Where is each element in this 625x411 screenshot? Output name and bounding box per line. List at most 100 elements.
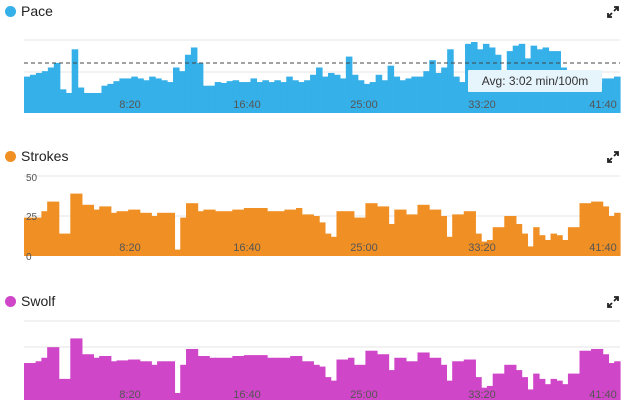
swolf-bar — [515, 370, 523, 400]
strokes-legend-dot — [5, 150, 16, 162]
strokes-bar — [243, 208, 251, 256]
strokes-bar — [521, 233, 529, 256]
strokes-bar — [197, 211, 204, 256]
pace-bar — [41, 71, 49, 113]
pace-bar — [256, 82, 263, 113]
pace-bar — [316, 67, 323, 113]
pace-bar — [393, 76, 401, 113]
swolf-bar — [29, 363, 37, 400]
strokes-bar — [214, 211, 222, 256]
strokes-bar — [608, 216, 615, 256]
x-tick-label: 25:00 — [350, 242, 378, 254]
pace-bar — [590, 78, 597, 113]
strokes-bar — [105, 206, 112, 256]
swolf-bar — [405, 361, 413, 400]
swolf-bar — [446, 380, 453, 400]
swolf-bar — [469, 359, 476, 400]
swolf-bar — [376, 354, 384, 400]
x-tick-label: 8:20 — [119, 99, 140, 111]
strokes-bar — [128, 209, 135, 256]
expand-arrows-icon[interactable] — [607, 151, 619, 163]
swolf-bar — [608, 363, 615, 400]
strokes-bar — [434, 209, 442, 256]
swolf-bar — [301, 361, 309, 400]
swolf-bar — [521, 377, 529, 400]
pace-bar — [280, 82, 287, 113]
strokes-bar — [174, 249, 181, 256]
x-tick-label: 41:40 — [589, 389, 617, 401]
pace-bar — [202, 85, 210, 113]
strokes-bar — [122, 211, 129, 256]
swolf-bar — [348, 357, 355, 400]
pace-bar — [226, 81, 234, 113]
pace-bar — [262, 80, 269, 113]
strokes-bar — [76, 193, 83, 256]
expand-arrows-icon[interactable] — [607, 6, 619, 18]
swolf-bar — [498, 373, 505, 400]
pace-bar — [268, 82, 275, 113]
pace-bar — [322, 76, 329, 113]
swolf-bar — [602, 354, 610, 400]
strokes-bar — [591, 201, 598, 256]
swolf-bar — [76, 338, 83, 400]
strokes-bar — [400, 209, 407, 256]
swolf-bar — [41, 357, 48, 400]
swolf-chart: 8:20 16:40 25:00 33:20 41:40 — [24, 320, 621, 401]
swolf-bar — [463, 359, 471, 400]
swolf-bar — [151, 364, 158, 400]
swolf-bar — [157, 361, 164, 400]
pace-bar — [24, 76, 31, 113]
strokes-bar — [116, 211, 123, 256]
pace-bar — [447, 49, 454, 113]
strokes-bar — [313, 216, 320, 256]
swolf-bar — [579, 350, 586, 400]
pace-bar — [59, 89, 67, 113]
strokes-bar — [255, 208, 262, 256]
x-tick-label: 16:40 — [233, 389, 261, 401]
pace-bar — [298, 82, 305, 113]
swolf-bar — [313, 364, 320, 400]
swolf-bar — [382, 354, 390, 400]
swolf-bar — [359, 364, 366, 400]
strokes-bar — [267, 211, 274, 256]
swolf-bar — [93, 357, 100, 400]
pace-bar — [441, 67, 448, 113]
swolf-bar — [168, 361, 176, 400]
pace-bar — [155, 78, 162, 113]
expand-arrows-icon[interactable] — [607, 296, 619, 308]
y-tick-label: 25 — [26, 212, 38, 223]
swolf-bar — [417, 352, 424, 400]
swolf-bar — [538, 378, 546, 400]
swolf-bar — [267, 357, 274, 400]
swolf-bar — [186, 348, 193, 400]
strokes-bar — [486, 240, 494, 256]
swolf-bar — [255, 355, 262, 400]
strokes-bar — [602, 206, 610, 256]
swolf-bar — [400, 357, 407, 400]
swolf-bar — [307, 361, 314, 400]
swolf-bar — [452, 361, 459, 400]
strokes-bar — [220, 211, 228, 256]
pace-legend-dot — [5, 5, 16, 17]
strokes-bar — [110, 212, 118, 256]
swolf-bar — [614, 361, 621, 400]
pace-bar — [566, 72, 573, 113]
pace-bar — [113, 81, 120, 113]
swolf-bar — [58, 378, 66, 400]
strokes-bar — [319, 222, 326, 256]
pace-bar — [131, 76, 138, 113]
strokes-bar — [139, 212, 147, 256]
swolf-bar — [365, 350, 372, 400]
x-tick-label: 33:20 — [468, 99, 496, 111]
pace-bar — [500, 72, 508, 113]
strokes-bar — [365, 203, 372, 256]
pace-bar — [250, 78, 258, 113]
pace-bar — [614, 76, 621, 113]
strokes-bar — [209, 209, 216, 256]
pace-bar — [417, 76, 424, 113]
x-tick-label: 33:20 — [468, 389, 496, 401]
pace-bar — [95, 92, 103, 113]
pace-bar — [453, 76, 460, 113]
swolf-bar — [110, 361, 118, 400]
pace-bar — [238, 82, 246, 113]
